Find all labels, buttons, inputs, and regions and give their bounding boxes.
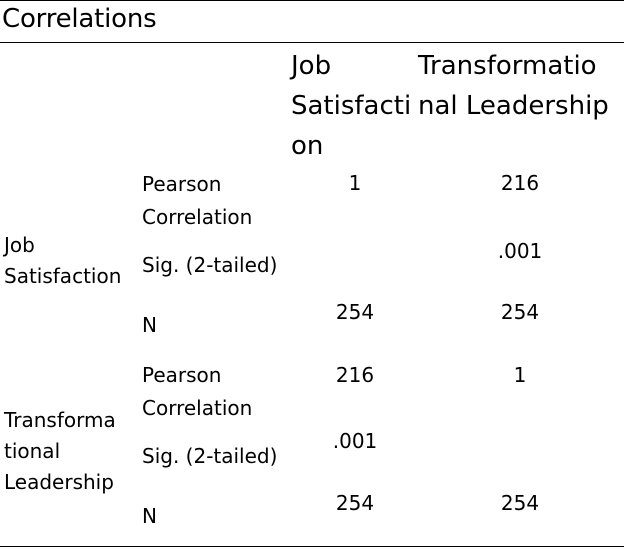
stat-label-sig-2-tailed: Sig. (2-tailed) xyxy=(142,249,277,282)
stat-label-pearson-correlation: Pearson Correlation xyxy=(142,168,252,234)
column-header-transformational-leadership: Transformatio nal Leadership xyxy=(418,46,609,126)
stat-label-line: N xyxy=(142,504,157,528)
bottom-rule xyxy=(0,546,624,547)
table-cell: .001 xyxy=(332,429,378,453)
row-group-label-line: Job xyxy=(4,233,35,257)
stat-label-line: Correlation xyxy=(142,205,253,229)
header-rule xyxy=(0,42,624,43)
row-group-label-transformational-leadership: Transforma tional Leadership xyxy=(4,405,116,498)
stat-label-line: Pearson xyxy=(142,172,222,196)
column-header-line: Job xyxy=(291,51,332,81)
row-group-label-line: Transforma xyxy=(4,408,116,432)
stat-label-n: N xyxy=(142,309,157,342)
column-header-line: Transformatio xyxy=(418,51,597,81)
stat-label-sig-2-tailed: Sig. (2-tailed) xyxy=(142,440,277,473)
column-header-line: Satisfacti xyxy=(291,91,412,121)
column-header-line: on xyxy=(291,131,324,161)
column-header-job-satisfaction: Job Satisfacti on xyxy=(291,46,411,166)
table-cell: 254 xyxy=(335,300,375,324)
table-cell: 254 xyxy=(335,491,375,515)
stat-label-n: N xyxy=(142,500,157,533)
column-header-line: nal Leadership xyxy=(418,91,609,121)
stat-label-line: Sig. (2-tailed) xyxy=(142,444,278,468)
stat-label-line: Sig. (2-tailed) xyxy=(142,253,278,277)
row-group-label-line: Leadership xyxy=(4,470,114,494)
stat-label-line: Pearson xyxy=(142,363,222,387)
table-cell: 216 xyxy=(335,363,375,387)
stat-label-pearson-correlation: Pearson Correlation xyxy=(142,359,252,425)
row-group-label-line: tional xyxy=(4,439,61,463)
row-group-label-line: Satisfaction xyxy=(4,264,122,288)
table-cell: 1 xyxy=(513,363,527,387)
table-cell: 254 xyxy=(500,300,540,324)
table-cell: 254 xyxy=(500,491,540,515)
stat-label-line: N xyxy=(142,313,157,337)
table-cell: 1 xyxy=(348,171,362,195)
top-border xyxy=(0,0,624,1)
table-cell: 216 xyxy=(500,171,540,195)
row-group-label-job-satisfaction: Job Satisfaction xyxy=(4,230,121,292)
stat-label-line: Correlation xyxy=(142,396,253,420)
table-cell: .001 xyxy=(497,239,543,263)
table-title: Correlations xyxy=(2,4,157,34)
